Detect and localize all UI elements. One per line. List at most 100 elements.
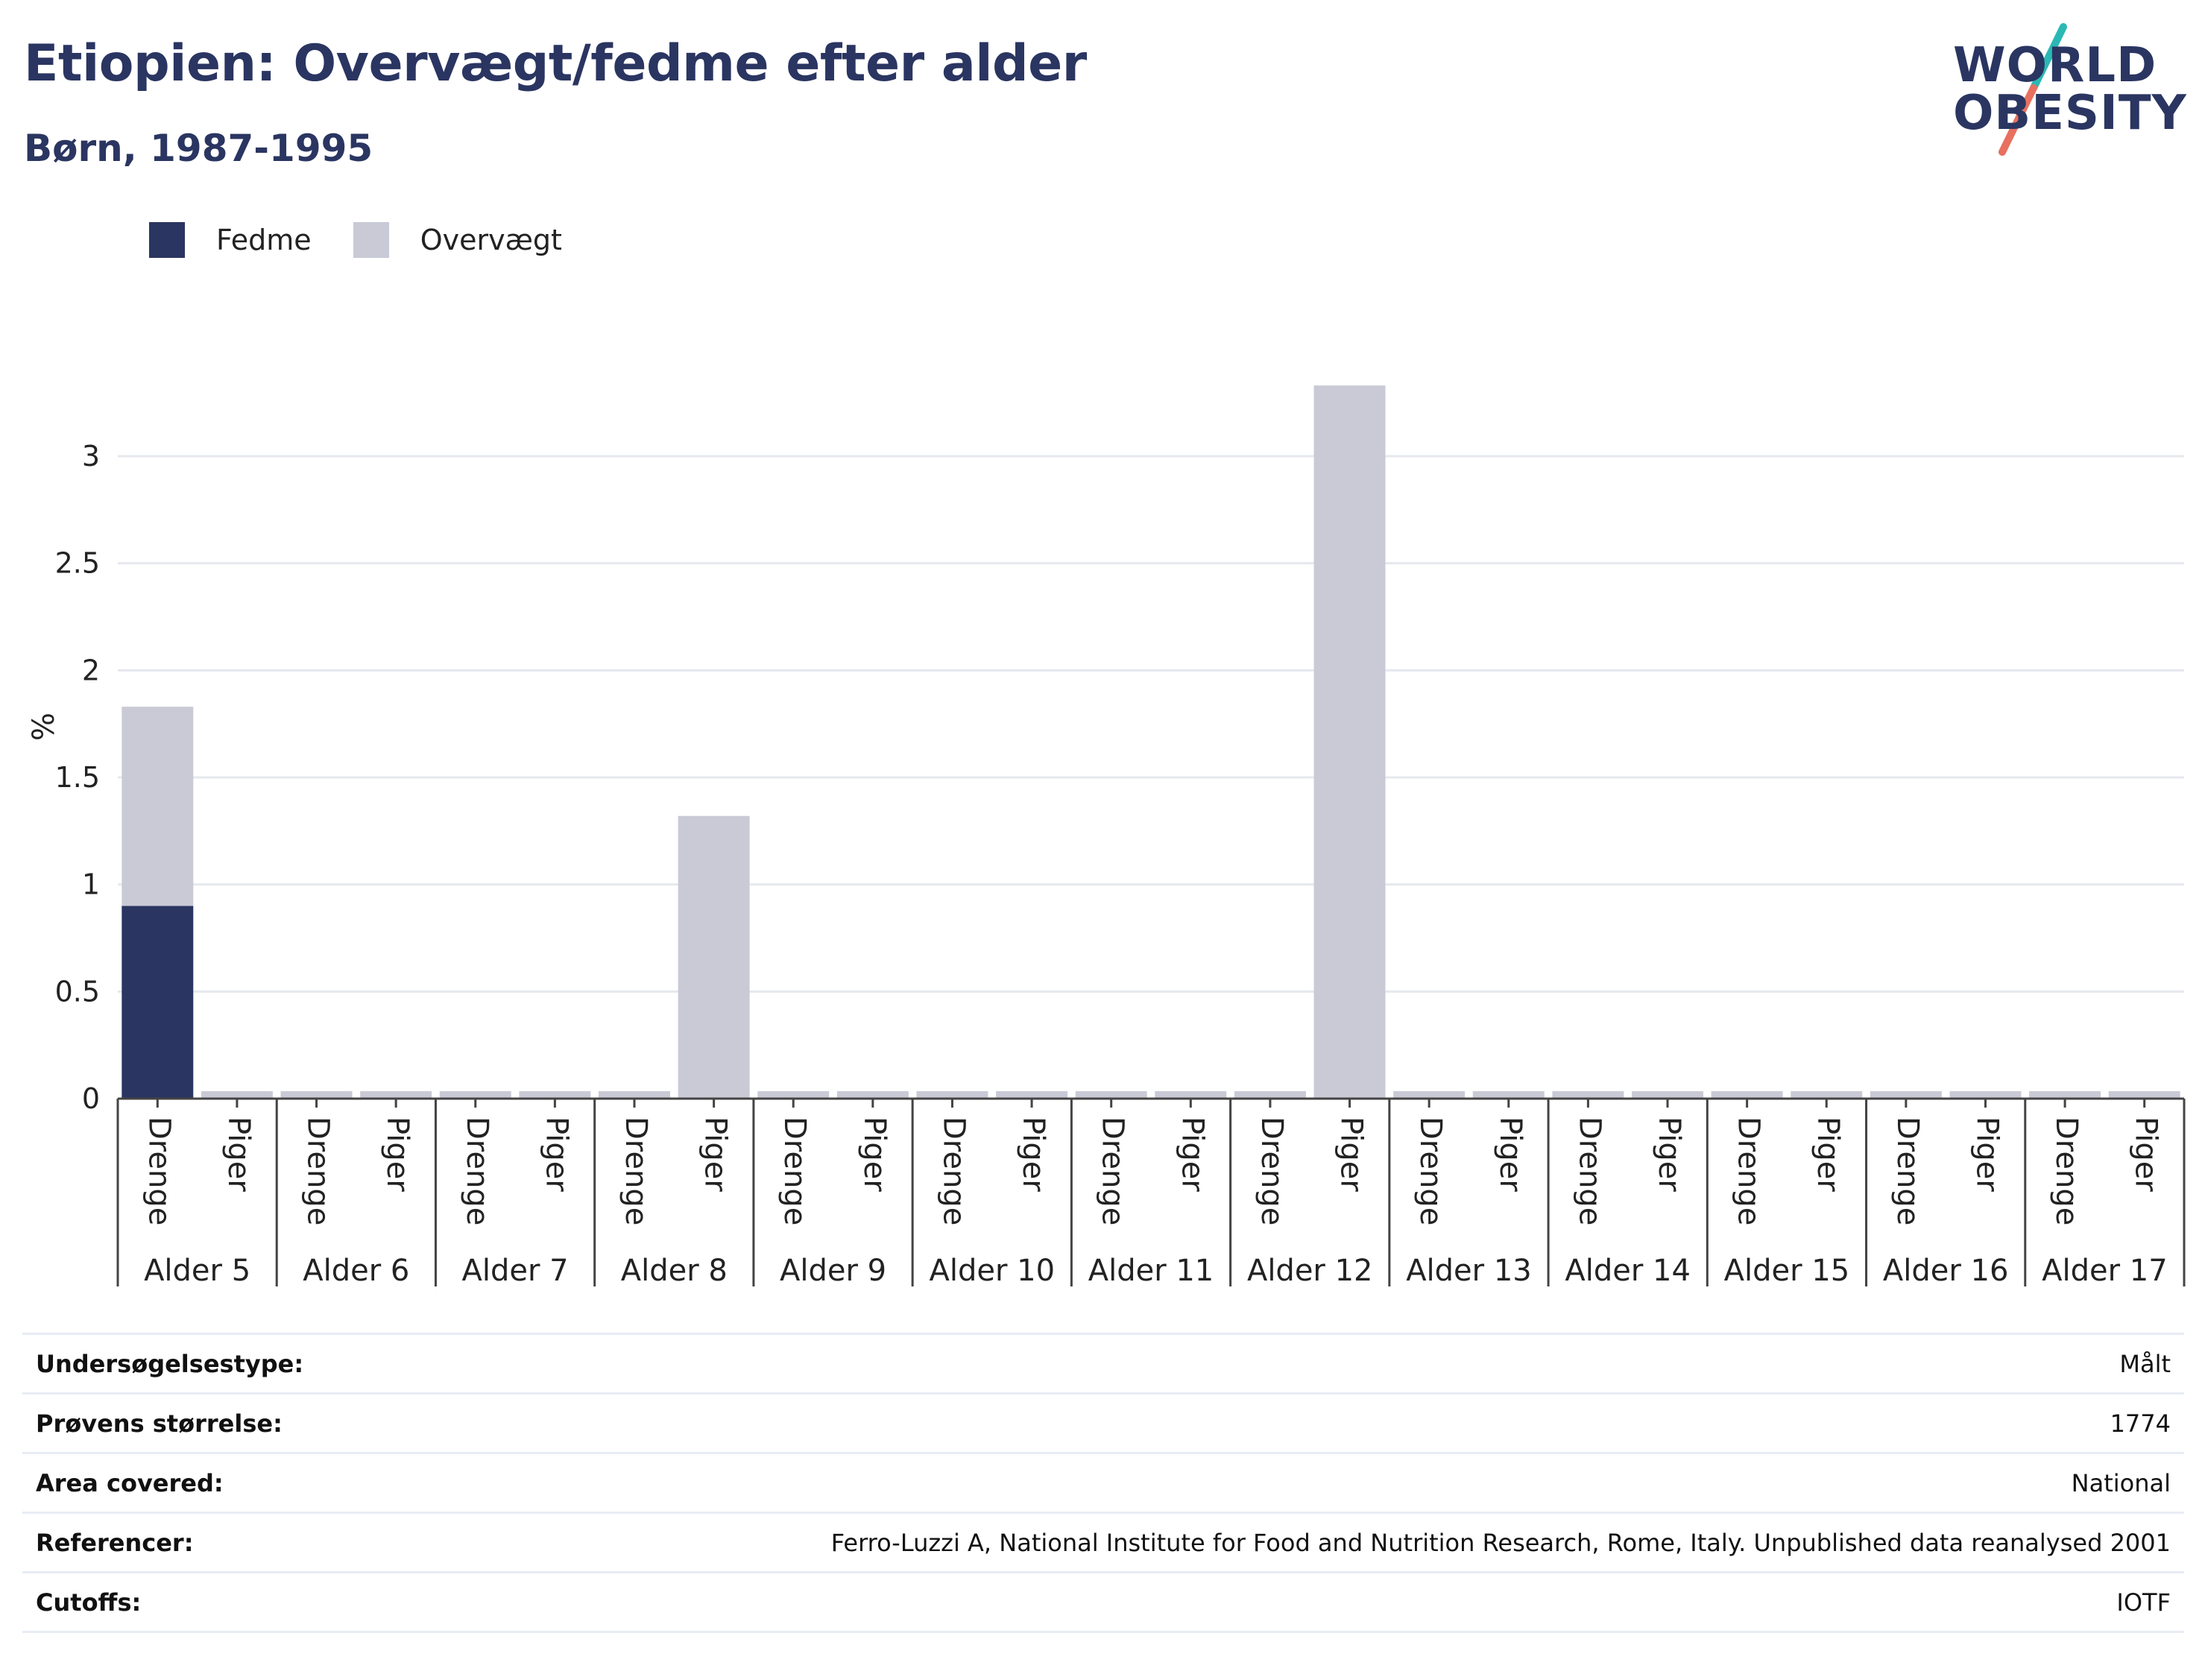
x-subcategory-label: Piger bbox=[1016, 1117, 1050, 1192]
x-subcategory-label: Piger bbox=[1652, 1117, 1686, 1192]
info-value: Ferro-Luzzi A, National Institute for Fo… bbox=[830, 1528, 2171, 1557]
x-subcategory-label: Drenge bbox=[619, 1117, 653, 1225]
x-subcategory-label: Drenge bbox=[460, 1117, 494, 1225]
x-subcategory-label: Drenge bbox=[777, 1117, 812, 1225]
x-subcategory-label: Drenge bbox=[1572, 1117, 1606, 1225]
x-subcategory-label: Piger bbox=[1334, 1117, 1369, 1192]
info-row: Cutoffs: IOTF bbox=[22, 1572, 2184, 1632]
legend-label-fedme: Fedme bbox=[216, 224, 312, 256]
bar-zero bbox=[1075, 1091, 1147, 1099]
x-group-label: Alder 10 bbox=[929, 1254, 1055, 1288]
chart-legend: Fedme Overvægt bbox=[149, 222, 604, 258]
info-key: Cutoffs: bbox=[36, 1588, 142, 1617]
chart-title: Etiopien: Overvægt/fedme efter alder bbox=[24, 34, 1087, 93]
bar-zero bbox=[599, 1091, 670, 1099]
x-group-label: Alder 17 bbox=[2042, 1254, 2168, 1288]
bar-zero bbox=[1870, 1091, 1942, 1099]
x-subcategory-label: Drenge bbox=[142, 1117, 176, 1225]
info-key: Prøvens størrelse: bbox=[36, 1409, 283, 1438]
x-subcategory-label: Piger bbox=[539, 1117, 573, 1192]
x-group-label: Alder 7 bbox=[462, 1254, 569, 1288]
bar-zero bbox=[2108, 1091, 2180, 1099]
info-key: Referencer: bbox=[36, 1528, 194, 1557]
x-group-label: Alder 8 bbox=[621, 1254, 728, 1288]
bar-zero bbox=[360, 1091, 432, 1099]
x-group-label: Alder 9 bbox=[780, 1254, 886, 1288]
legend-item-overvaegt[interactable]: Overvægt bbox=[353, 222, 562, 258]
x-subcategory-label: Drenge bbox=[1732, 1117, 1766, 1225]
bar-zero bbox=[1711, 1091, 1783, 1099]
bar-chart: 0 0.5 1 1.5 2 2.5 3% Drenge Piger Drenge Piger Dren… bbox=[27, 385, 2186, 1288]
x-subcategory-label: Piger bbox=[857, 1117, 892, 1192]
bar-zero bbox=[1949, 1091, 2022, 1099]
world-obesity-logo[interactable]: WORLD OBESITY bbox=[1938, 21, 2192, 170]
y-axis-label: % bbox=[27, 713, 61, 741]
x-subcategory-label: Drenge bbox=[301, 1117, 335, 1225]
x-subcategory-label: Piger bbox=[1969, 1117, 2004, 1192]
x-group-label: Alder 16 bbox=[1883, 1254, 2009, 1288]
legend-item-fedme[interactable]: Fedme bbox=[149, 222, 312, 258]
x-group-label: Alder 15 bbox=[1724, 1254, 1850, 1288]
x-subcategory-label: Piger bbox=[380, 1117, 414, 1192]
info-key: Undersøgelsestype: bbox=[36, 1349, 304, 1378]
y-tick-label: 2.5 bbox=[55, 547, 100, 580]
bar-overvaegt bbox=[678, 815, 750, 1099]
x-subcategory-label: Piger bbox=[2129, 1117, 2163, 1192]
logo-slash-icon bbox=[1999, 23, 2067, 156]
info-value: 1774 bbox=[2110, 1409, 2171, 1438]
chart-subtitle: Børn, 1987-1995 bbox=[24, 127, 373, 170]
bar-overvaegt bbox=[1313, 385, 1386, 1099]
bar-zero bbox=[2029, 1091, 2101, 1099]
bar-fedme bbox=[122, 906, 194, 1099]
bar-zero bbox=[916, 1091, 988, 1099]
x-subcategory-label: Piger bbox=[1175, 1117, 1209, 1192]
x-group-label: Alder 13 bbox=[1406, 1254, 1532, 1288]
bar-zero bbox=[1393, 1091, 1466, 1099]
bar-zero bbox=[1155, 1091, 1227, 1099]
x-subcategory-label: Drenge bbox=[1413, 1117, 1448, 1225]
x-subcategory-label: Drenge bbox=[2049, 1117, 2083, 1225]
bar-zero bbox=[1632, 1091, 1703, 1099]
info-value: National bbox=[2071, 1468, 2171, 1497]
bar-zero bbox=[439, 1091, 511, 1099]
x-subcategory-label: Drenge bbox=[1096, 1117, 1130, 1225]
bar-zero bbox=[1552, 1091, 1624, 1099]
y-tick-label: 3 bbox=[82, 440, 100, 473]
info-key: Area covered: bbox=[36, 1468, 224, 1497]
x-subcategory-label: Piger bbox=[221, 1117, 256, 1192]
info-row: Referencer: Ferro-Luzzi A, National Inst… bbox=[22, 1512, 2184, 1573]
info-row: Prøvens størrelse: 1774 bbox=[22, 1393, 2184, 1453]
info-value: Målt bbox=[2119, 1349, 2171, 1378]
legend-swatch-fedme bbox=[149, 222, 185, 258]
logo-text-line2: OBESITY bbox=[1953, 86, 2187, 141]
bar-zero bbox=[201, 1091, 273, 1099]
bar-zero bbox=[757, 1091, 830, 1099]
bar-zero bbox=[836, 1091, 909, 1099]
x-subcategory-label: Drenge bbox=[936, 1117, 971, 1225]
bar-overvaegt bbox=[122, 707, 194, 906]
logo-text-line1: WORLD bbox=[1953, 38, 2157, 93]
x-subcategory-label: Piger bbox=[698, 1117, 733, 1192]
x-group-label: Alder 14 bbox=[1565, 1254, 1691, 1288]
x-subcategory-label: Drenge bbox=[1890, 1117, 1925, 1225]
x-subcategory-label: Piger bbox=[1493, 1117, 1527, 1192]
x-subcategory-label: Piger bbox=[1811, 1117, 1845, 1192]
bar-zero bbox=[1791, 1091, 1863, 1099]
x-group-label: Alder 12 bbox=[1247, 1254, 1373, 1288]
x-group-label: Alder 11 bbox=[1088, 1254, 1214, 1288]
bar-zero bbox=[1234, 1091, 1306, 1099]
x-group-label: Alder 6 bbox=[303, 1254, 409, 1288]
x-group-label: Alder 5 bbox=[144, 1254, 250, 1288]
y-tick-label: 0 bbox=[82, 1082, 100, 1115]
bar-zero bbox=[996, 1091, 1068, 1099]
y-tick-label: 1.5 bbox=[55, 761, 100, 794]
info-value: IOTF bbox=[2116, 1588, 2171, 1617]
bar-zero bbox=[280, 1091, 353, 1099]
legend-swatch-overvaegt bbox=[353, 222, 389, 258]
legend-label-overvaegt: Overvægt bbox=[420, 224, 562, 256]
info-row: Undersøgelsestype: Målt bbox=[22, 1333, 2184, 1394]
bar-zero bbox=[519, 1091, 591, 1099]
y-tick-label: 1 bbox=[82, 868, 100, 901]
y-tick-label: 2 bbox=[82, 654, 100, 686]
info-row: Area covered: National bbox=[22, 1453, 2184, 1513]
